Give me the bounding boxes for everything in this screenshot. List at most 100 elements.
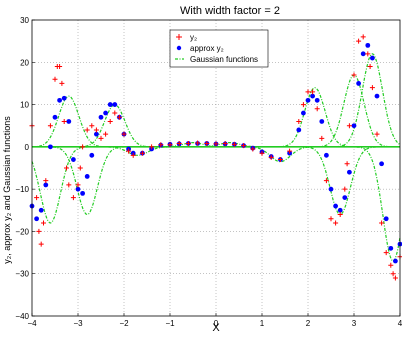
y2-point: [390, 271, 396, 277]
y2-point: [116, 114, 122, 120]
y2-point: [84, 127, 90, 133]
approx-y2-point: [356, 81, 361, 86]
legend-marker-star: [176, 45, 182, 51]
y2-point: [107, 118, 113, 124]
y2-point: [392, 275, 398, 281]
approx-y2-point: [43, 182, 49, 188]
y2-point: [259, 150, 265, 156]
approx-y2-point: [52, 114, 58, 120]
y2-point: [342, 186, 348, 192]
x-tick-label: 4: [398, 319, 402, 328]
y2-point: [277, 157, 283, 163]
approx-y2-point: [342, 195, 348, 201]
y-tick-label: −20: [15, 227, 29, 236]
y2-point: [323, 178, 329, 184]
approx-y2-point: [38, 207, 44, 213]
approx-y2-point: [388, 245, 394, 251]
x-tick-label: −3: [73, 319, 83, 328]
y2-point: [98, 135, 104, 141]
legend-label-gaussian: Gaussian functions: [190, 55, 258, 64]
y2-point: [126, 148, 132, 154]
y2-point: [383, 250, 389, 256]
y2-point: [195, 140, 201, 146]
approx-y2-point: [66, 119, 72, 124]
y2-point: [314, 106, 320, 112]
y2-point: [176, 140, 182, 146]
y2-point: [328, 216, 334, 222]
y2-point: [93, 127, 99, 133]
y2-point: [47, 123, 53, 129]
y2-point: [59, 80, 65, 86]
y2-point: [319, 135, 325, 141]
y2-point: [185, 140, 191, 146]
x-tick-label: −2: [119, 319, 129, 328]
approx-y2-point: [347, 169, 352, 175]
y2-point: [367, 64, 373, 70]
y2-point: [103, 131, 109, 137]
y-tick-label: 20: [20, 58, 29, 67]
legend-label-y2: y₂: [190, 33, 197, 42]
x-tick-labels: −4 −3 −2 −1 0 1 2 3 4: [27, 319, 402, 328]
approx-y2-point: [305, 97, 311, 103]
approx-y2-point: [351, 123, 357, 129]
x-tick-label: 1: [260, 319, 265, 328]
legend: y₂ approx y₂ Gaussian functions: [169, 29, 269, 68]
y2-point: [296, 118, 302, 124]
y2-point: [360, 34, 366, 40]
y2-point: [41, 220, 46, 226]
legend-item-approx-y2: approx y₂: [176, 44, 224, 53]
y2-point: [351, 72, 357, 78]
y-tick-label: 0: [25, 143, 30, 152]
y2-point: [80, 144, 86, 150]
y2-point: [66, 182, 72, 188]
approx-y2-point: [34, 216, 39, 222]
approx-y2-point: [112, 102, 118, 107]
y2-point: [333, 220, 339, 226]
approx-y2-point: [360, 51, 366, 57]
y2-point: [34, 195, 40, 201]
approx-y2-point: [84, 174, 90, 179]
y2-point: [213, 141, 219, 147]
y2-point: [250, 146, 256, 152]
y2-point: [130, 152, 136, 158]
gaussian-functions-layer: [31, 53, 401, 262]
approx-y2-point: [319, 119, 325, 124]
y2-point: [241, 143, 247, 149]
x-tick-label: −1: [165, 319, 175, 328]
x-tick-label: 0: [214, 319, 219, 328]
y2-point: [344, 161, 350, 167]
y2-point: [231, 141, 237, 147]
y2-point: [268, 154, 274, 160]
y2-point: [300, 102, 306, 108]
approx-y2-point: [48, 144, 53, 150]
approx-y2-point: [61, 95, 67, 101]
approx-y2-point: [80, 190, 85, 196]
chart-title: With width factor = 2: [180, 5, 280, 17]
approx-y2-point: [71, 157, 76, 162]
approx-y2-point: [370, 55, 375, 61]
approx-y2-point: [75, 186, 81, 192]
gaussian-curve: [32, 95, 134, 148]
y-tick-label: −10: [15, 185, 29, 194]
approx-y2-point: [94, 131, 99, 137]
y-axis-label: y₂, approx y₂ and Gaussian functions: [2, 116, 12, 264]
legend-label-approx-y2: approx y₂: [190, 44, 224, 53]
y2-point: [369, 85, 375, 91]
approx-y2-point: [301, 110, 306, 116]
y2-point: [64, 165, 69, 171]
y2-point: [77, 165, 83, 171]
axes-frame: [31, 19, 401, 317]
approx-y2-point: [365, 42, 371, 48]
y2-point: [75, 182, 81, 188]
y2-point: [346, 123, 352, 129]
approx-y2-point: [324, 152, 329, 158]
approx-y2-point: [393, 258, 398, 264]
y2-point: [61, 118, 67, 124]
y2-point: [356, 38, 362, 44]
y2-point: [38, 241, 44, 247]
y2-point: [52, 76, 58, 82]
approx-y2-point: [57, 97, 62, 103]
y2-point: [139, 150, 145, 156]
